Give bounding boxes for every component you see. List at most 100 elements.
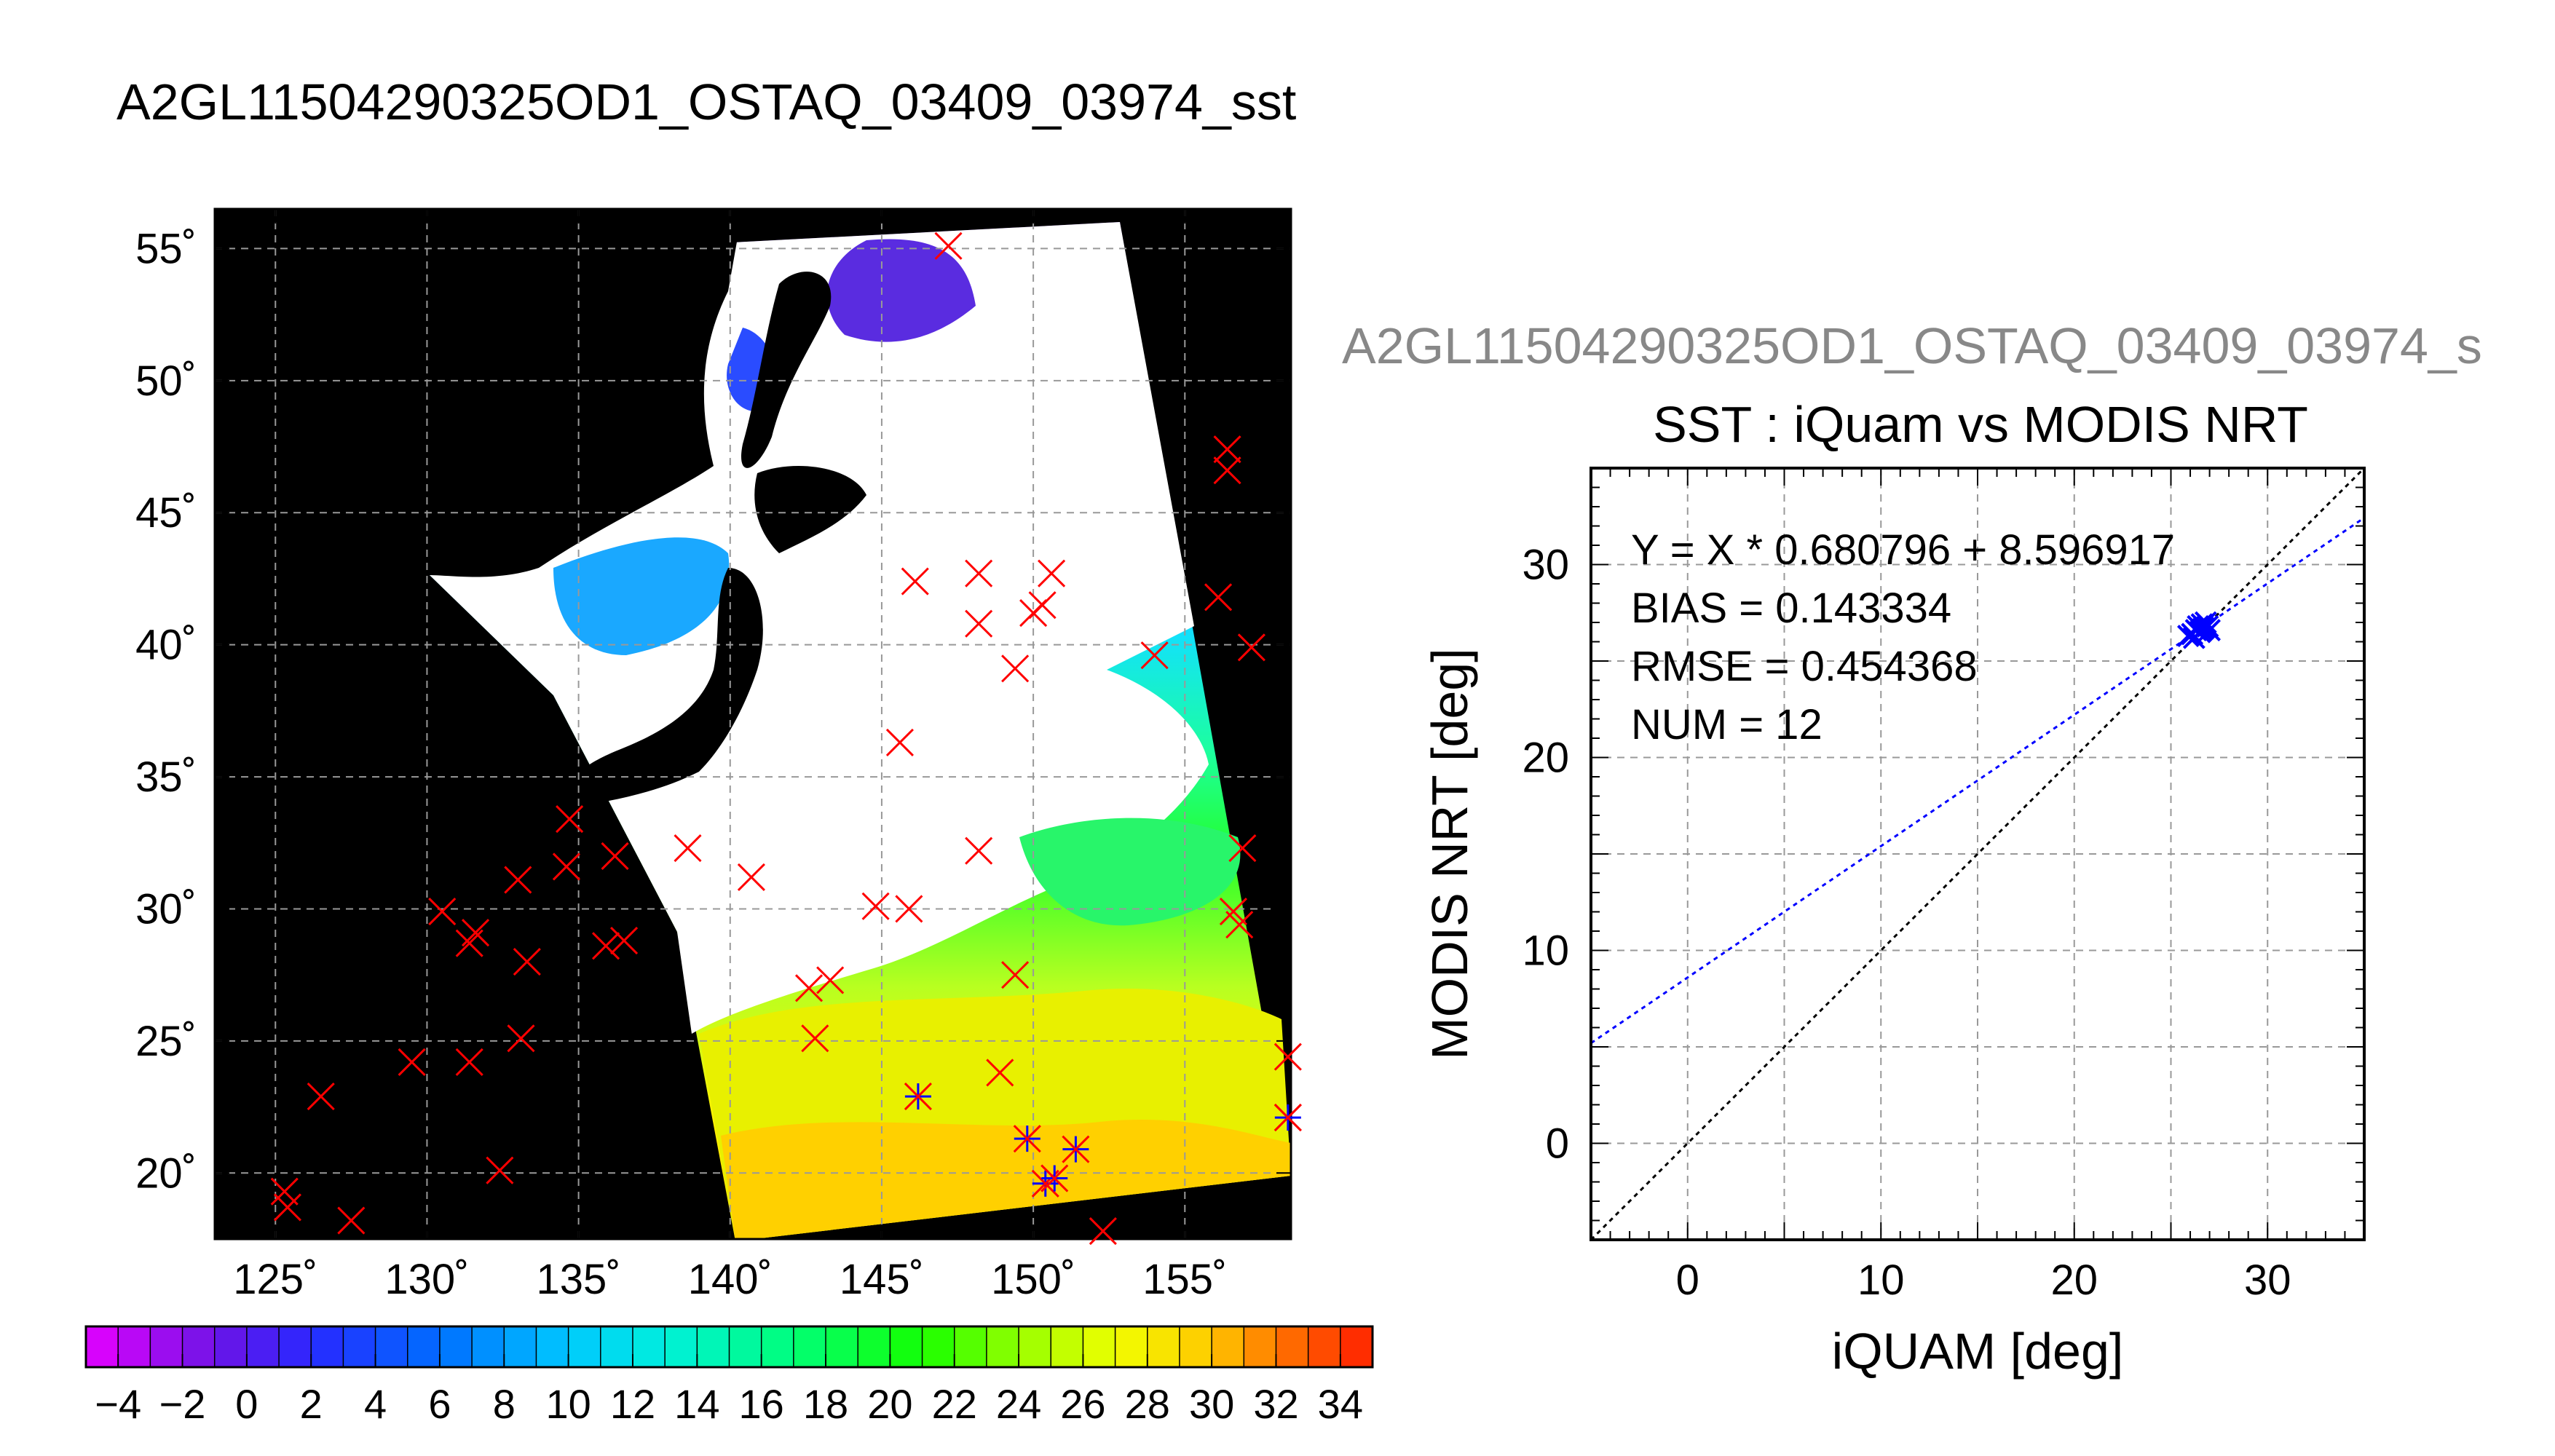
colorbar-swatch <box>697 1326 730 1367</box>
buoy-marker <box>965 609 993 638</box>
colorbar-swatch <box>1340 1326 1373 1367</box>
colorbar-swatch <box>1019 1326 1051 1367</box>
colorbar-label: 26 <box>1060 1381 1105 1427</box>
buoy-marker <box>1225 911 1254 939</box>
buoy-marker <box>737 863 765 891</box>
buoy-marker <box>592 932 620 960</box>
colorbar-swatch <box>729 1326 762 1367</box>
scatter-stat-line: BIAS = 0.143334 <box>1631 585 1951 632</box>
map-lat-label: 25˚ <box>135 1018 197 1065</box>
colorbar-swatch <box>1147 1326 1180 1367</box>
scatter-ticks <box>1590 467 2365 1241</box>
buoy-marker <box>273 1193 301 1222</box>
map-lat-label: 30˚ <box>135 885 197 933</box>
colorbar-swatch <box>86 1326 119 1367</box>
colorbar-swatch <box>118 1326 151 1367</box>
colorbar-swatch <box>632 1326 666 1367</box>
map-lon-label: 140˚ <box>688 1256 773 1303</box>
scatter-grid <box>1591 468 2364 1240</box>
colorbar-swatch <box>407 1326 441 1367</box>
buoy-marker <box>674 834 702 863</box>
buoy-marker <box>455 929 483 957</box>
map-lat-label: 40˚ <box>135 622 197 669</box>
land-honshu <box>564 568 763 808</box>
scatter-stat-line: RMSE = 0.454368 <box>1631 643 1978 690</box>
map-lon-label: 150˚ <box>991 1256 1075 1303</box>
colorbar-label: −2 <box>159 1381 206 1427</box>
colorbar-swatch <box>890 1326 923 1367</box>
buoy-marker <box>861 892 890 920</box>
colorbar-label: 10 <box>545 1381 591 1427</box>
colorbar: −4 −2 0 2 4 6 8 10 12 14 16 18 20 22 24 26 28 30 32 34 <box>84 1325 1374 1427</box>
scatter-stat-line: NUM = 12 <box>1631 701 1823 748</box>
colorbar-label: 16 <box>739 1381 784 1427</box>
buoy-marker <box>398 1048 426 1076</box>
colorbar-swatch <box>1244 1326 1276 1367</box>
scatter-y-tick-label: 0 <box>1546 1120 1569 1168</box>
map-lon-label: 145˚ <box>840 1256 924 1303</box>
colorbar-label: −4 <box>95 1381 141 1427</box>
colorbar-label: 8 <box>493 1381 516 1427</box>
buoy-marker <box>901 567 929 596</box>
colorbar-frame <box>84 1325 1374 1369</box>
x-axis-label: iQUAM [deg] <box>1832 1323 2124 1380</box>
colorbar-swatch <box>986 1326 1019 1367</box>
buoy-marker <box>1204 583 1233 612</box>
colorbar-swatch <box>246 1326 280 1367</box>
matchup-buoy-marker <box>1040 1164 1069 1192</box>
colorbar-swatch <box>504 1326 537 1367</box>
colorbar-label: 30 <box>1189 1381 1234 1427</box>
buoy-marker <box>1213 435 1241 464</box>
land-kyushu <box>532 784 577 831</box>
map-lat-label: 20˚ <box>135 1150 197 1197</box>
scatter-point <box>2198 619 2222 642</box>
colorbar-label: 18 <box>803 1381 848 1427</box>
colorbar-swatch <box>536 1326 569 1367</box>
colorbar-label: 24 <box>996 1381 1041 1427</box>
scatter-y-tick-label: 20 <box>1522 735 1569 782</box>
colorbar-swatch <box>761 1326 794 1367</box>
colorbar-swatch <box>1051 1326 1083 1367</box>
buoy-marker <box>307 1083 335 1111</box>
buoy-marker <box>934 232 963 260</box>
land-asia <box>215 209 743 577</box>
colorbar-label: 12 <box>610 1381 655 1427</box>
map-lon-label: 135˚ <box>537 1256 621 1303</box>
land-hokkaido <box>754 466 866 553</box>
buoy-marker <box>455 1048 483 1076</box>
colorbar-swatch <box>1308 1326 1341 1367</box>
scatter-y-tick-label: 10 <box>1522 927 1569 975</box>
colorbar-swatch <box>1212 1326 1244 1367</box>
colorbar-label: 22 <box>932 1381 977 1427</box>
matchup-buoy-marker <box>904 1083 932 1111</box>
buoy-marker <box>986 1059 1014 1087</box>
colorbar-swatch <box>472 1326 505 1367</box>
colorbar-label: 0 <box>235 1381 258 1427</box>
colorbar-label: 14 <box>674 1381 719 1427</box>
scatter-points <box>2176 611 2222 649</box>
colorbar-swatch <box>922 1326 955 1367</box>
buoy-marker <box>513 947 541 976</box>
buoy-marker <box>601 842 629 870</box>
land-sakhalin <box>741 272 832 468</box>
scatter-plot: 0 10 20 30 0 10 20 30 Y = X * 0.680796 + 8.5969… <box>1421 467 2366 1380</box>
map-ticks <box>215 209 1291 1239</box>
scatter-stats: Y = X * 0.680796 + 8.596917 BIAS = 0.1433… <box>1631 526 2175 748</box>
colorbar-swatch <box>793 1326 826 1367</box>
buoy-marker <box>428 898 457 926</box>
tropical-sea-region <box>721 1120 1291 1239</box>
buoy-marker <box>1228 834 1257 863</box>
y-axis-label: MODIS NRT [deg] <box>1421 648 1478 1059</box>
buoy-marker <box>1028 591 1057 620</box>
map-grid <box>215 209 1291 1239</box>
map-lon-label: 155˚ <box>1142 1256 1227 1303</box>
matchup-buoy-marker <box>1062 1135 1090 1163</box>
colorbar-swatch <box>600 1326 633 1367</box>
colorbar-swatch <box>1083 1326 1116 1367</box>
colorbar-swatch <box>279 1326 312 1367</box>
colorbar-swatch <box>182 1326 216 1367</box>
colorbar-swatch <box>214 1326 248 1367</box>
buoy-marker <box>1038 559 1066 587</box>
map-content <box>215 209 1291 1239</box>
scatter-y-tick-label: 30 <box>1522 542 1569 589</box>
